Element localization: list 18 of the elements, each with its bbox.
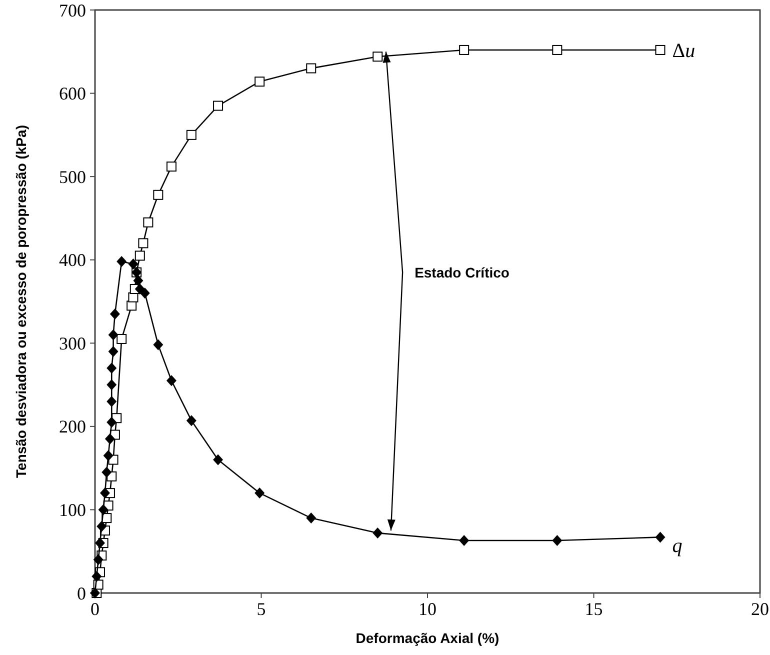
series-label: Δu [672,40,696,62]
y-tick-label: 300 [59,333,86,354]
x-tick-label: 0 [90,599,100,619]
x-tick-label: 10 [418,599,436,619]
y-tick-label: 200 [59,416,86,437]
y-tick-label: 600 [59,84,86,104]
x-tick-label: 15 [584,599,603,619]
annotation: Estado Crítico [414,264,510,280]
y-axis-title: Tensão desviadora ou excesso de poropressão (kPa) [13,125,29,478]
x-tick-label: 5 [256,599,266,619]
y-tick-label: 400 [59,250,86,270]
y-tick-label: 100 [59,500,86,520]
y-tick-label: 500 [59,166,86,187]
y-tick-label: 700 [59,0,86,20]
series-label: q [672,535,682,558]
x-tick-label: 20 [751,599,769,619]
y-tick-label: 0 [77,583,86,604]
x-axis-title: Deformação Axial (%) [356,630,500,646]
